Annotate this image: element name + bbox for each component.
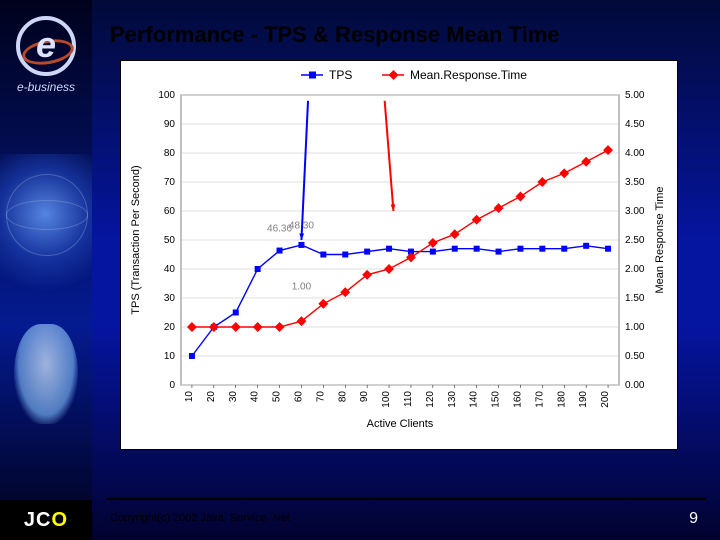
globe-icon [0, 154, 92, 314]
svg-text:180: 180 [556, 391, 567, 408]
svg-text:190: 190 [578, 391, 589, 408]
svg-text:40: 40 [164, 264, 176, 275]
svg-text:20: 20 [164, 322, 176, 333]
svg-text:0.00: 0.00 [625, 380, 645, 391]
svg-text:Mean Response Time: Mean Response Time [654, 187, 666, 294]
svg-text:3.50: 3.50 [625, 177, 645, 188]
perf-chart: TPS Mean.Response.Time 0 10 20 30 40 50 60 70 80 90… [120, 60, 678, 450]
svg-text:60: 60 [164, 206, 176, 217]
svg-text:70: 70 [164, 177, 176, 188]
chart-svg: TPS Mean.Response.Time 0 10 20 30 40 50 60 70 80 90… [121, 61, 677, 449]
svg-text:3.00: 3.00 [625, 206, 645, 217]
svg-text:80: 80 [164, 148, 176, 159]
svg-text:10: 10 [164, 351, 176, 362]
jco-logo: JCO [0, 500, 92, 540]
svg-text:1.00: 1.00 [625, 322, 645, 333]
svg-text:90: 90 [164, 119, 176, 130]
svg-text:100: 100 [381, 391, 392, 408]
svg-text:4.00: 4.00 [625, 148, 645, 159]
svg-text:140: 140 [469, 391, 480, 408]
page-number: 9 [689, 510, 698, 528]
copyright-text: Copyright(c) 2002 Java. Service. Net [110, 512, 290, 524]
mouse-icon [14, 324, 78, 424]
svg-text:30: 30 [164, 293, 176, 304]
svg-text:90: 90 [359, 391, 370, 403]
svg-text:50: 50 [164, 235, 176, 246]
svg-text:30: 30 [228, 391, 239, 403]
svg-text:130: 130 [447, 391, 458, 408]
svg-text:1.50: 1.50 [625, 293, 645, 304]
svg-text:40: 40 [250, 391, 261, 403]
svg-text:170: 170 [534, 391, 545, 408]
svg-text:80: 80 [337, 391, 348, 403]
svg-text:5.00: 5.00 [625, 90, 645, 101]
svg-text:50: 50 [272, 391, 283, 403]
svg-text:Mean.Response.Time: Mean.Response.Time [410, 68, 527, 82]
svg-text:0.50: 0.50 [625, 351, 645, 362]
svg-text:2.00: 2.00 [625, 264, 645, 275]
svg-text:1.00: 1.00 [292, 281, 312, 292]
svg-text:10: 10 [184, 391, 195, 403]
svg-text:150: 150 [491, 391, 502, 408]
svg-text:60: 60 [293, 391, 304, 403]
svg-text:TPS: TPS [329, 68, 352, 82]
svg-text:100: 100 [158, 90, 175, 101]
slide-body: Performance - TPS & Response Mean Time T… [92, 0, 720, 540]
svg-text:160: 160 [512, 391, 523, 408]
svg-text:110: 110 [403, 391, 414, 407]
sidebar: e e-business JCO [0, 0, 92, 540]
svg-text:Active Clients: Active Clients [367, 418, 434, 430]
ebusiness-logo-icon: e [16, 16, 76, 76]
svg-text:200: 200 [600, 391, 611, 408]
sidebar-caption: e-business [0, 80, 92, 94]
svg-text:TPS (Transaction Per Second): TPS (Transaction Per Second) [130, 165, 142, 314]
svg-text:70: 70 [315, 391, 326, 403]
svg-text:0: 0 [169, 380, 175, 391]
svg-text:20: 20 [206, 391, 217, 403]
footer-rule [106, 498, 706, 500]
svg-text:120: 120 [425, 391, 436, 408]
slide-title: Performance - TPS & Response Mean Time [110, 22, 560, 48]
svg-text:2.50: 2.50 [625, 235, 645, 246]
svg-text:4.50: 4.50 [625, 119, 645, 130]
